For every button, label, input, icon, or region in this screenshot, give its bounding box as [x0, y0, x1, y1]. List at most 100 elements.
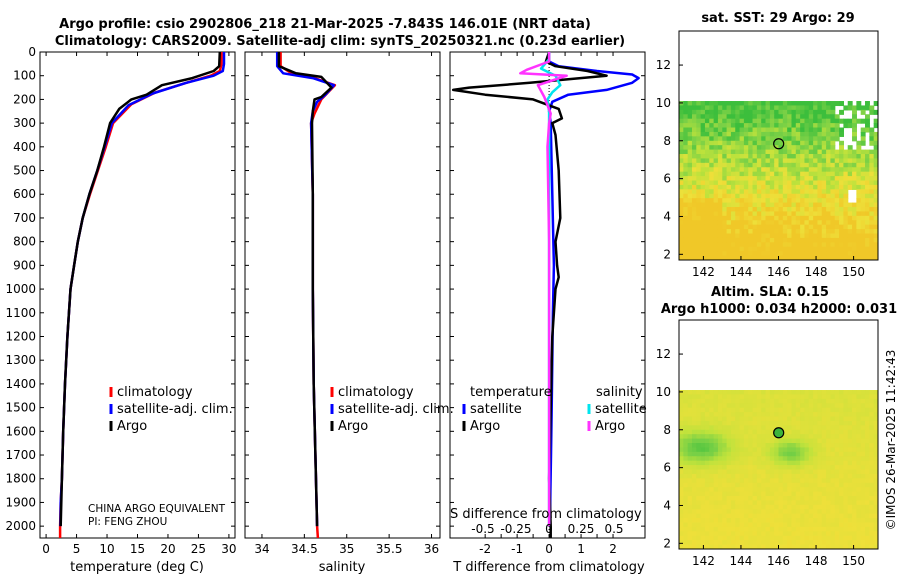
map-cell [839, 242, 844, 248]
map-cell [748, 438, 754, 444]
map-cell [687, 465, 693, 471]
map-cell [834, 531, 840, 537]
map-cell [782, 469, 788, 475]
map-cell [769, 176, 775, 182]
map-cell [683, 184, 689, 190]
map-cell [713, 416, 719, 422]
map-cell [843, 211, 849, 217]
map-cell [765, 251, 771, 257]
map-cell [817, 154, 823, 160]
map-cell [679, 425, 684, 431]
map-cell [756, 246, 762, 252]
map-cell [808, 215, 814, 221]
map-cell [821, 443, 827, 449]
map-cell [778, 189, 784, 195]
map-cell [687, 171, 693, 177]
map-cell [826, 207, 832, 213]
map-cell [873, 198, 878, 204]
map-cell [774, 390, 780, 396]
map-cell [774, 198, 780, 204]
map-cell [843, 180, 849, 186]
map-cell [795, 518, 801, 524]
map-cell [791, 403, 797, 409]
map-cell [704, 211, 710, 217]
map-cell [748, 390, 754, 396]
map-cell [873, 469, 878, 475]
difference-axes: -2 -1 0 1 2 [450, 51, 645, 556]
map-cell [873, 390, 878, 396]
map-x-tick-label: 144 [729, 265, 752, 279]
map-cell [808, 438, 814, 444]
map-cell [804, 127, 810, 133]
map-cell [696, 193, 702, 199]
map-cell [704, 434, 710, 440]
map-cell [756, 207, 762, 213]
map-cell [843, 460, 849, 466]
map-cell [787, 535, 793, 541]
map-y-tick-label: 4 [663, 209, 671, 223]
map-cell [821, 438, 827, 444]
map-cell [778, 118, 784, 124]
map-cell [778, 390, 784, 396]
figure-title-line2: Climatology: CARS2009. Satellite-adj cli… [55, 34, 625, 49]
map-cell [709, 434, 715, 440]
map-cell [748, 215, 754, 221]
map-cell [821, 429, 827, 435]
map-cell [856, 491, 862, 497]
map-cell [830, 229, 836, 235]
map-cell [791, 176, 797, 182]
map-cell [700, 522, 706, 528]
map-cell [817, 429, 823, 435]
map-cell [800, 513, 806, 519]
map-cell [782, 207, 788, 213]
map-cell [739, 171, 745, 177]
map-cell [873, 429, 878, 435]
map-cell [713, 167, 719, 173]
map-cell [713, 460, 719, 466]
map-cell [691, 251, 697, 257]
map-cell [865, 438, 870, 444]
map-cell [800, 145, 806, 151]
map-cell [769, 211, 775, 217]
map-cell [865, 237, 870, 243]
map-cell [856, 162, 862, 168]
map-cell [869, 438, 875, 444]
map-cell [782, 149, 788, 155]
map-cell [852, 255, 857, 260]
map-cell [700, 535, 706, 541]
map-cell [687, 131, 693, 137]
map-cell [717, 403, 723, 409]
map-cell [752, 215, 758, 221]
map-cell [808, 540, 814, 546]
map-cell [852, 518, 857, 524]
map-cell [778, 544, 784, 549]
map-cell [791, 229, 797, 235]
map-cell [687, 237, 693, 243]
map-cell [722, 180, 728, 186]
map-cell [791, 513, 797, 519]
legend-label-argo-t: Argo [470, 419, 500, 434]
map-cell [826, 202, 832, 208]
map-cell [769, 398, 775, 404]
map-cell [713, 136, 719, 142]
map-cell [700, 198, 706, 204]
map-cell [774, 398, 780, 404]
map-cell [865, 496, 870, 502]
map-cell [830, 105, 836, 111]
map-cell [865, 434, 870, 440]
map-cell [704, 394, 710, 400]
map-cell [813, 114, 819, 120]
map-cell [778, 198, 784, 204]
map-cell [800, 434, 806, 440]
map-cell [830, 518, 836, 524]
map-cell [800, 500, 806, 506]
map-cell [713, 202, 719, 208]
map-cell [852, 469, 857, 475]
map-cell [700, 251, 706, 257]
map-cell [743, 504, 749, 510]
map-cell [834, 482, 840, 488]
map-cell [683, 482, 689, 488]
map-cell [795, 189, 801, 195]
map-cell [804, 398, 810, 404]
map-cell [713, 394, 719, 400]
